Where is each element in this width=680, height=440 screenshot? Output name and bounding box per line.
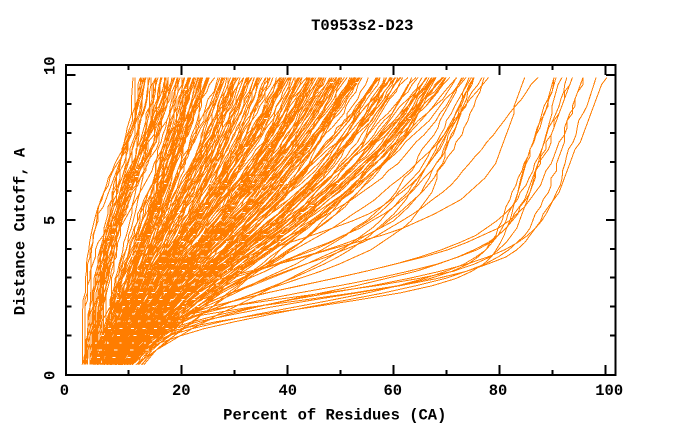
svg-text:80: 80 xyxy=(489,382,508,400)
svg-text:Percent of Residues (CA): Percent of Residues (CA) xyxy=(223,407,446,425)
svg-text:Distance Cutoff, A: Distance Cutoff, A xyxy=(12,147,30,315)
svg-text:10: 10 xyxy=(42,56,60,75)
svg-text:5: 5 xyxy=(42,216,60,225)
svg-text:60: 60 xyxy=(383,382,402,400)
svg-text:40: 40 xyxy=(278,382,297,400)
svg-text:0: 0 xyxy=(42,371,60,380)
svg-text:100: 100 xyxy=(595,382,623,400)
svg-text:0: 0 xyxy=(60,382,69,400)
svg-text:T0953s2-D23: T0953s2-D23 xyxy=(311,17,413,35)
svg-text:20: 20 xyxy=(172,382,191,400)
